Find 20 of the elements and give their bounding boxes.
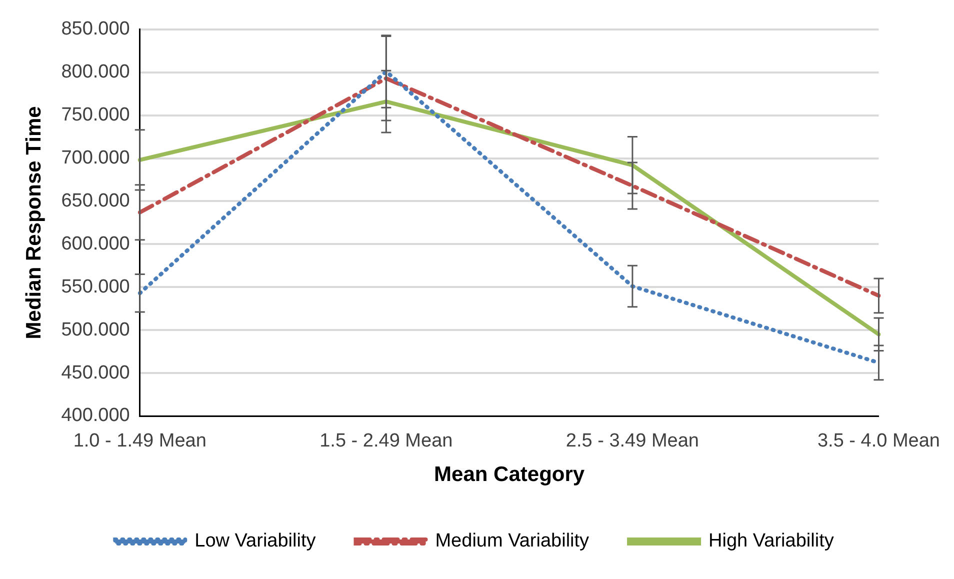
legend-label: High Variability <box>708 530 834 552</box>
legend-label: Medium Variability <box>435 530 590 552</box>
line-series <box>138 76 881 298</box>
x-tick-label: 3.5 - 4.0 Mean <box>817 430 940 452</box>
legend-label: Low Variability <box>194 530 316 552</box>
y-tick-label: 750.000 <box>61 104 130 126</box>
x-tick-label: 1.5 - 2.49 Mean <box>320 430 453 452</box>
y-tick-label: 850.000 <box>61 18 130 40</box>
y-tick-label: 550.000 <box>61 276 130 298</box>
y-tick-label: 700.000 <box>61 148 130 168</box>
y-tick-label: 800.000 <box>61 62 130 83</box>
x-axis-title: Mean Category <box>434 463 585 486</box>
y-tick-label: 450.000 <box>61 362 130 384</box>
y-tick-label: 500.000 <box>61 319 130 340</box>
y-tick-label: 400.000 <box>61 405 130 426</box>
x-tick-label: 2.5 - 3.49 Mean <box>566 430 699 452</box>
x-tick-label: 1.0 - 1.49 Mean <box>73 430 206 452</box>
y-axis-title: Median Response Time <box>22 106 46 340</box>
y-tick-label: 650.000 <box>61 190 130 212</box>
y-tick-label: 600.000 <box>61 233 130 254</box>
